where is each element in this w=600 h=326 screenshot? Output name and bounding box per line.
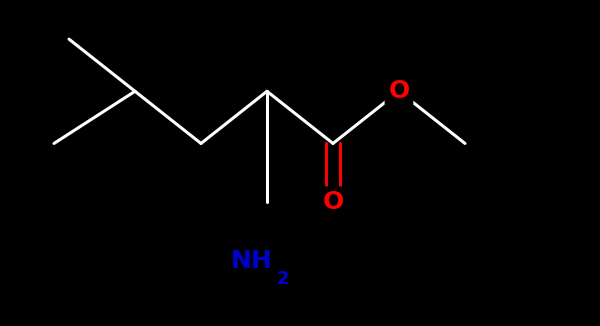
Text: O: O (388, 79, 410, 103)
Text: O: O (322, 190, 344, 214)
Text: NH: NH (231, 249, 273, 273)
Text: 2: 2 (277, 270, 289, 288)
